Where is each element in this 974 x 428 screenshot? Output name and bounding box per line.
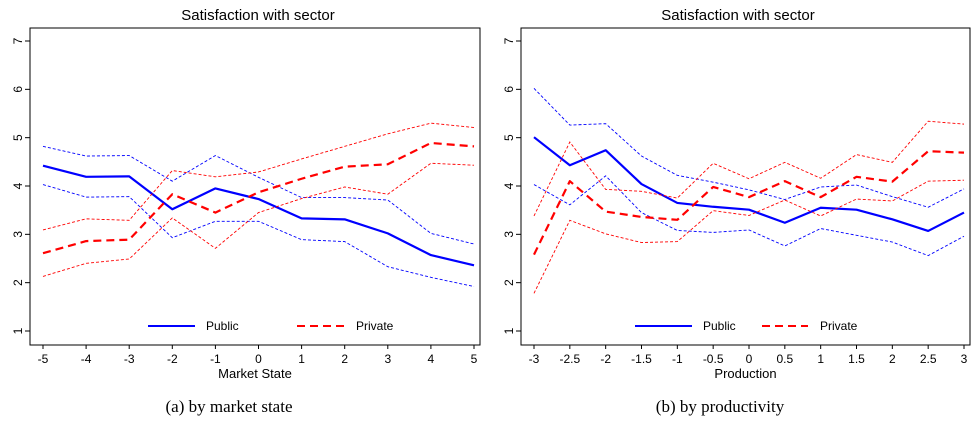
x-tick-label: 3 bbox=[384, 352, 391, 366]
series-line-private bbox=[533, 150, 965, 256]
x-tick-label: -4 bbox=[81, 352, 92, 366]
y-tick-label: 5 bbox=[502, 134, 516, 141]
chart-title: Satisfaction with sector bbox=[181, 7, 334, 24]
y-tick-label: 6 bbox=[11, 86, 25, 93]
x-tick-label: -1 bbox=[672, 352, 683, 366]
series-line-public bbox=[533, 136, 965, 233]
y-tick-label: 3 bbox=[502, 231, 516, 238]
x-tick-label: 2 bbox=[341, 352, 348, 366]
ci-upper-line-public bbox=[42, 145, 475, 245]
legend-label-public: Public bbox=[206, 319, 239, 333]
x-tick-label: -0.5 bbox=[703, 352, 724, 366]
y-tick-label: 4 bbox=[502, 182, 516, 189]
legend-label-public: Public bbox=[703, 319, 736, 333]
x-tick-label: 1 bbox=[817, 352, 824, 366]
x-tick-label: -5 bbox=[38, 352, 49, 366]
x-tick-label: 0 bbox=[746, 352, 753, 366]
y-tick-label: 7 bbox=[502, 37, 516, 44]
chart-title: Satisfaction with sector bbox=[661, 7, 814, 24]
plot-frame bbox=[520, 27, 971, 346]
figure-caption: (b) by productivity bbox=[656, 397, 785, 416]
x-tick-label: 4 bbox=[428, 352, 435, 366]
y-tick-label: 1 bbox=[11, 327, 25, 334]
x-axis-label: Production bbox=[714, 366, 776, 381]
ci-upper-line-private bbox=[42, 122, 475, 231]
y-tick-label: 6 bbox=[502, 86, 516, 93]
x-tick-label: 0 bbox=[255, 352, 262, 366]
x-tick-label: 3 bbox=[961, 352, 968, 366]
series-line-public bbox=[42, 164, 475, 267]
y-tick-label: 7 bbox=[11, 37, 25, 44]
x-tick-label: -2.5 bbox=[559, 352, 580, 366]
ci-upper-line-public bbox=[533, 88, 965, 208]
x-tick-label: -2 bbox=[600, 352, 611, 366]
x-tick-label: 5 bbox=[471, 352, 478, 366]
ci-lower-line-private bbox=[533, 179, 965, 294]
x-tick-label: 2 bbox=[889, 352, 896, 366]
x-tick-label: 2.5 bbox=[920, 352, 937, 366]
x-tick-label: -1.5 bbox=[631, 352, 652, 366]
ci-lower-line-public bbox=[42, 184, 475, 287]
x-tick-label: 1 bbox=[298, 352, 305, 366]
x-tick-label: 1.5 bbox=[848, 352, 865, 366]
y-tick-label: 4 bbox=[11, 182, 25, 189]
ci-lower-line-private bbox=[42, 162, 475, 277]
y-tick-label: 2 bbox=[11, 279, 25, 286]
x-tick-label: -3 bbox=[124, 352, 135, 366]
y-tick-label: 2 bbox=[502, 279, 516, 286]
y-tick-label: 3 bbox=[11, 231, 25, 238]
x-axis-label: Market State bbox=[218, 366, 292, 381]
ci-upper-line-private bbox=[533, 120, 965, 217]
y-tick-label: 5 bbox=[11, 134, 25, 141]
figure-caption: (a) by market state bbox=[166, 397, 293, 416]
x-tick-label: -2 bbox=[167, 352, 178, 366]
y-tick-label: 1 bbox=[502, 327, 516, 334]
x-tick-label: -1 bbox=[210, 352, 221, 366]
x-tick-label: -3 bbox=[529, 352, 540, 366]
x-tick-label: 0.5 bbox=[776, 352, 793, 366]
plot-frame bbox=[29, 27, 481, 346]
legend-label-private: Private bbox=[820, 319, 858, 333]
ci-lower-line-public bbox=[533, 175, 965, 257]
series-line-private bbox=[42, 141, 475, 255]
legend-label-private: Private bbox=[356, 319, 394, 333]
